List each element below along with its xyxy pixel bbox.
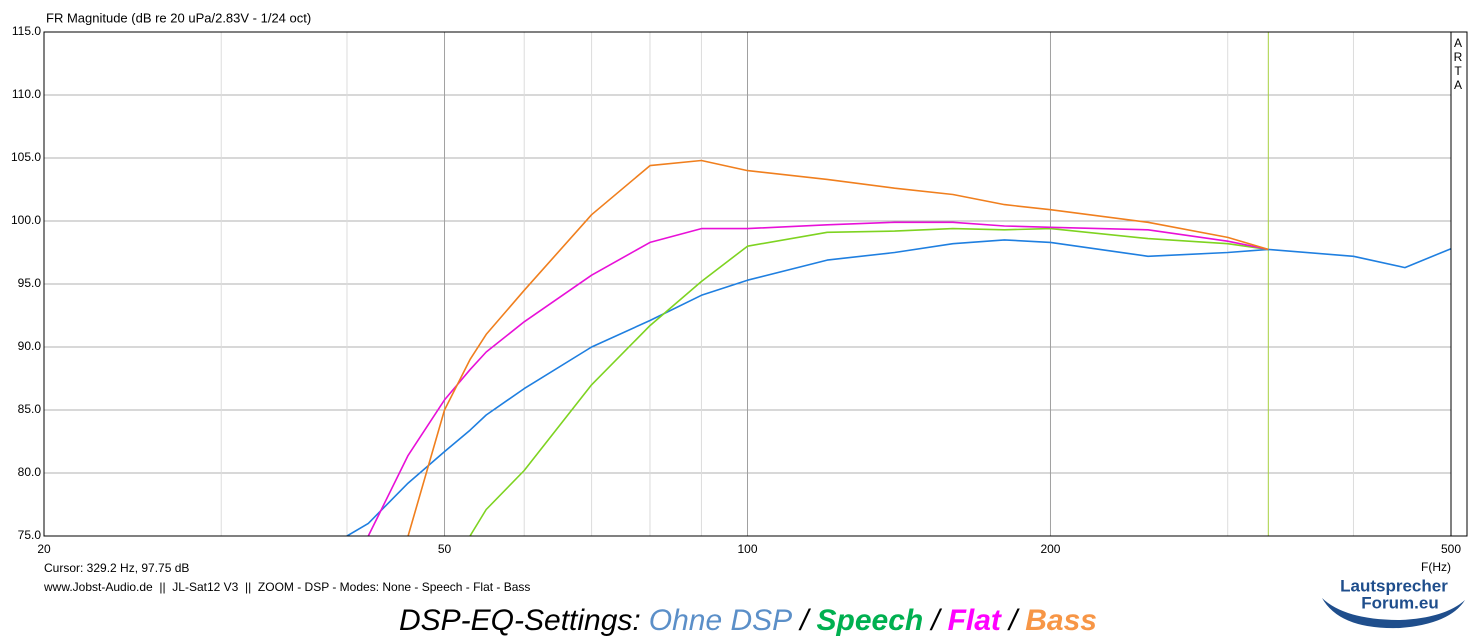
logo-text: Forum.eu bbox=[1361, 593, 1438, 612]
y-tick-label: 115.0 bbox=[12, 24, 41, 38]
x-tick-label: 100 bbox=[737, 542, 757, 556]
cursor-label: Cursor: 329.2 Hz, 97.75 dB bbox=[44, 561, 189, 575]
chart-title: FR Magnitude (dB re 20 uPa/2.83V - 1/24 … bbox=[46, 10, 311, 25]
side-frame bbox=[1450, 31, 1468, 537]
y-tick-label: 90.0 bbox=[18, 339, 42, 353]
side-label: ARTA bbox=[1451, 36, 1465, 92]
footer: www.Jobst-Audio.de || JL-Sat12 V3 || ZOO… bbox=[43, 580, 530, 594]
series-line bbox=[367, 221, 1269, 536]
y-tick-label: 80.0 bbox=[18, 465, 42, 479]
y-tick-label: 100.0 bbox=[11, 213, 41, 227]
caption-separator: / bbox=[1007, 604, 1020, 637]
caption-prefix: DSP-EQ-Settings: bbox=[399, 604, 641, 637]
x-tick-label: 200 bbox=[1040, 542, 1060, 556]
legend-entry: Speech bbox=[817, 604, 924, 637]
y-tick-label: 105.0 bbox=[11, 150, 41, 164]
series-line bbox=[407, 159, 1269, 536]
series-line bbox=[346, 239, 1451, 536]
legend-entry: Ohne DSP bbox=[649, 604, 792, 637]
x-tick-label: 20 bbox=[37, 542, 51, 556]
x-axis-label: F(Hz) bbox=[1421, 560, 1451, 574]
x-tick-label: 500 bbox=[1441, 542, 1461, 556]
legend-entry: Bass bbox=[1025, 604, 1097, 637]
caption-separator: / bbox=[929, 604, 942, 637]
lines bbox=[346, 159, 1451, 536]
y-tick-label: 110.0 bbox=[12, 87, 41, 101]
caption-separator: / bbox=[798, 604, 811, 637]
logo-swoosh bbox=[1322, 598, 1465, 629]
y-tick-label: 95.0 bbox=[18, 276, 42, 290]
y-tick-label: 85.0 bbox=[18, 402, 42, 416]
legend-entry: Flat bbox=[948, 604, 1003, 637]
logo-text: Lautsprecher bbox=[1340, 576, 1448, 595]
caption: DSP-EQ-Settings: Ohne DSP / Speech / Flat / Bas… bbox=[399, 604, 1097, 637]
x-tick-label: 50 bbox=[438, 542, 452, 556]
logo: Lautsprecher Forum.eu bbox=[1322, 576, 1465, 629]
series-line bbox=[469, 227, 1269, 536]
y-tick-label: 75.0 bbox=[18, 528, 42, 542]
